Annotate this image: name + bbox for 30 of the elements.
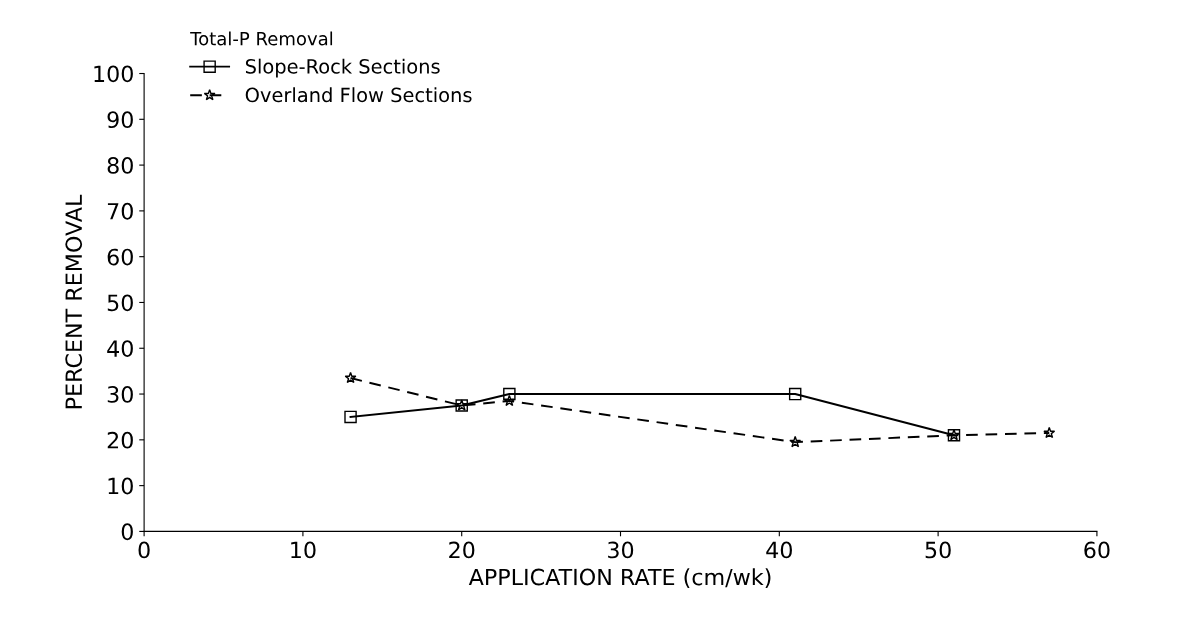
x-tick-label: 0 — [138, 541, 150, 559]
y-tick-label: 80 — [107, 157, 133, 174]
y-tick-label: 60 — [107, 248, 133, 266]
y-tick-label: 70 — [107, 202, 133, 220]
y-axis-title: PERCENT REMOVAL — [65, 194, 83, 409]
point — [503, 387, 516, 401]
point — [503, 394, 516, 407]
x-tick-label: 30 — [608, 541, 634, 559]
y-tick-label: 50 — [107, 294, 133, 312]
x-axis-title: APPLICATION RATE (cm/wk) — [468, 568, 771, 589]
point — [788, 387, 802, 401]
x-tick-label: 10 — [291, 541, 316, 559]
point — [1043, 426, 1056, 439]
x-tick-label: 40 — [766, 541, 792, 559]
legend-label: Slope-Rock Sections — [245, 58, 440, 78]
y-tick-label: 20 — [107, 431, 133, 449]
point — [789, 435, 802, 448]
legend-title: Total-P Removal — [190, 31, 333, 46]
x-tick-label: 50 — [925, 541, 951, 559]
x-tick-label: 20 — [449, 541, 475, 559]
point — [344, 371, 357, 384]
y-tick-label: 90 — [107, 111, 133, 129]
y-tick-label: 100 — [94, 65, 133, 83]
y-tick-label: 10 — [108, 477, 133, 495]
legend-label: Overland Flow Sections — [245, 87, 472, 103]
y-tick-label: 0 — [121, 523, 133, 541]
y-tick-label: 30 — [107, 386, 133, 403]
x-tick-label: 60 — [1084, 541, 1110, 559]
y-tick-label: 40 — [107, 340, 133, 358]
point — [344, 410, 357, 424]
